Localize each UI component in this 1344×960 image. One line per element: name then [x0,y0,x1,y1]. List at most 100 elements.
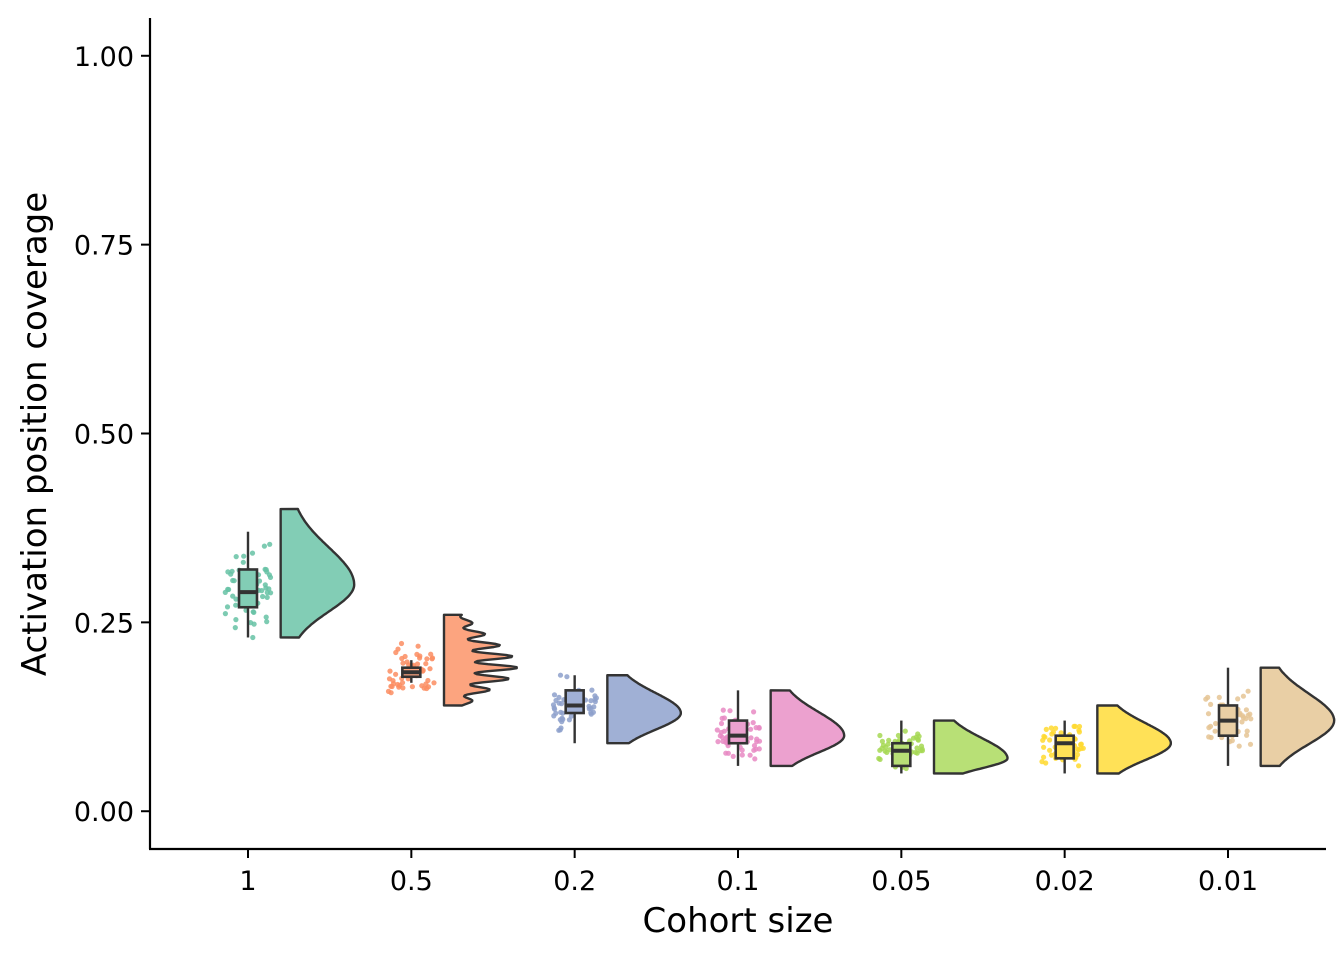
data-point [398,640,405,647]
y-axis-title: Activation position coverage [15,192,55,676]
data-point [721,728,728,734]
data-point [1235,696,1241,702]
y-tick-label: 0.00 [74,797,134,828]
data-point [231,578,237,584]
data-point [1047,747,1053,753]
data-point [409,684,415,690]
data-point [895,732,902,739]
x-tick-label: 0.05 [871,866,931,897]
data-point [553,710,559,716]
data-point [388,690,394,696]
data-point [727,708,733,714]
data-point [915,737,922,743]
data-point [751,709,757,715]
data-point [232,625,238,631]
data-point [264,594,270,601]
data-point [1048,752,1055,758]
plot-area [222,507,1336,775]
density-0.02 [1096,704,1172,775]
data-point [730,753,736,760]
data-point [406,662,412,668]
data-point [557,672,564,678]
data-point [400,685,406,691]
density-1 [279,507,356,639]
group-0.1 [714,689,846,768]
data-point [557,727,563,733]
data-point [249,550,256,556]
y-ticks: 0.00 0.25 0.50 0.75 1.00 [74,42,150,828]
data-point [263,614,269,620]
data-point [1244,728,1250,734]
data-point [748,726,754,732]
data-point [228,571,234,577]
box-0.1 [727,719,749,745]
y-tick-label: 1.00 [74,42,134,73]
data-point [225,586,231,593]
x-tick-label: 0.02 [1035,866,1095,897]
data-point [725,750,732,756]
data-point [431,680,437,686]
data-point [393,649,399,656]
data-point [748,735,754,741]
data-point [1212,728,1218,734]
data-point [1072,723,1078,730]
group-0.01 [1203,666,1336,768]
data-point [720,707,726,713]
data-point [251,609,257,616]
data-point [1203,696,1209,702]
data-point [714,727,720,733]
data-point [1039,759,1045,765]
data-point [593,695,600,701]
group-1 [222,507,356,641]
y-tick-label: 0.25 [74,608,134,639]
data-point [588,711,594,717]
data-point [877,747,883,753]
data-point [261,543,267,549]
density-0.5 [442,613,518,707]
data-point [222,611,228,617]
data-point [429,656,435,662]
data-point [420,667,426,674]
data-point [414,661,421,667]
data-point [559,715,565,721]
x-tick-label: 0.01 [1198,866,1258,897]
density-0.1 [769,689,846,768]
data-point [739,752,745,758]
data-point [423,681,429,687]
data-point [747,752,753,758]
data-point [1208,701,1214,708]
data-point [588,698,594,704]
data-point [1205,711,1212,717]
data-point [1240,693,1246,699]
data-point [877,732,883,739]
x-axis-title: Cohort size [643,901,834,941]
data-point [428,651,434,657]
data-point [387,668,393,674]
data-point [262,566,268,573]
data-point [267,541,273,547]
data-point [415,643,421,649]
data-point [886,737,892,743]
data-point [400,660,406,666]
data-point [566,717,573,723]
data-point [424,685,430,692]
density-0.05 [932,719,1009,775]
data-point [1239,719,1245,725]
data-point [1053,725,1059,731]
data-point [750,720,756,726]
data-point [248,620,254,626]
data-point [1244,732,1250,738]
data-point [552,706,558,712]
data-point [417,655,423,661]
data-point [1213,720,1219,727]
data-point [550,702,557,708]
data-point [402,653,408,660]
x-ticks: 1 0.5 0.2 0.1 0.05 0.02 0.01 [239,849,1258,897]
x-tick-label: 0.5 [390,866,433,897]
data-point [556,700,562,706]
data-point [240,559,246,565]
data-point [1047,737,1053,743]
data-point [1076,763,1082,769]
density-0.01 [1259,666,1336,768]
